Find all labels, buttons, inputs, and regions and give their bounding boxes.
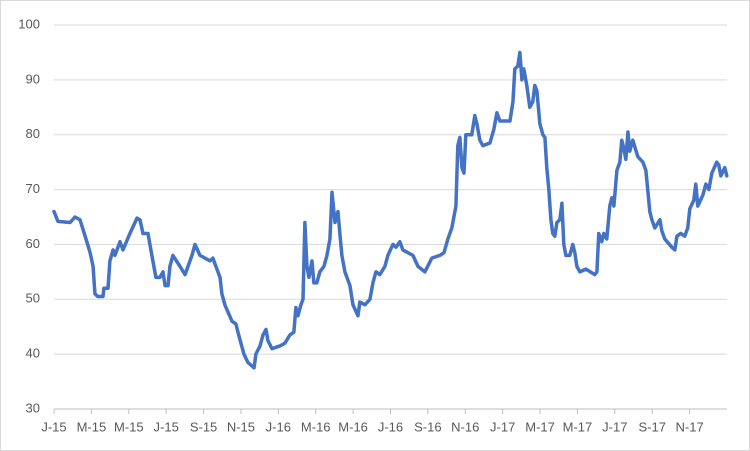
x-tick-label: J-15 — [41, 419, 66, 434]
y-tick-label: 90 — [26, 71, 40, 86]
x-tick-label: M-16 — [301, 419, 331, 434]
x-tick-label: S-15 — [190, 419, 217, 434]
x-tick-label: J-17 — [602, 419, 627, 434]
x-tick-label: J-15 — [154, 419, 179, 434]
x-tick-label: N-15 — [227, 419, 255, 434]
x-tick-label: M-17 — [525, 419, 555, 434]
y-tick-label: 50 — [26, 291, 40, 306]
x-tick-label: J-17 — [490, 419, 515, 434]
x-tick-label: M-15 — [114, 419, 144, 434]
x-tick-label: S-16 — [414, 419, 441, 434]
y-tick-label: 80 — [26, 126, 40, 141]
x-tick-label: J-16 — [378, 419, 403, 434]
x-tick-label: N-17 — [676, 419, 704, 434]
data-line — [52, 50, 729, 370]
y-tick-label: 100 — [18, 16, 40, 31]
y-tick-label: 30 — [26, 400, 40, 415]
x-tick-label: M-15 — [77, 419, 107, 434]
x-tick-label: J-16 — [266, 419, 291, 434]
x-tick-label: M-16 — [338, 419, 368, 434]
x-tick-label: N-16 — [451, 419, 479, 434]
x-tick-label: S-17 — [638, 419, 665, 434]
y-tick-label: 70 — [26, 181, 40, 196]
y-tick-label: 60 — [26, 236, 40, 251]
y-tick-label: 40 — [26, 346, 40, 361]
x-tick-label: M-17 — [563, 419, 593, 434]
